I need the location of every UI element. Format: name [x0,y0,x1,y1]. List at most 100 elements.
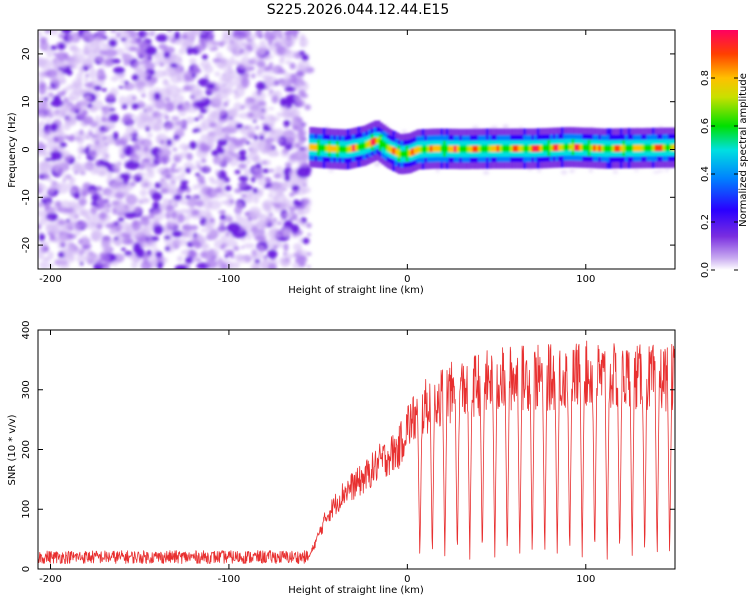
noise-speckle [233,138,244,147]
noise-speckle [45,111,55,118]
noise-speckle [211,149,220,157]
noise-speckle [139,111,150,117]
noise-speckle [224,150,231,158]
noise-speckle [90,201,97,206]
noise-speckle [101,42,109,50]
noise-speckle [282,212,291,218]
noise-speckle [229,261,241,269]
noise-speckle [219,214,227,220]
noise-speckle [199,108,208,114]
noise-speckle [259,214,271,224]
noise-speckle [96,223,103,230]
noise-speckle [275,128,283,134]
noise-speckle [198,113,204,120]
noise-speckle [165,122,179,130]
noise-speckle [164,97,171,102]
noise-speckle [301,186,311,194]
noise-speckle [189,84,201,97]
noise-speckle [179,197,186,205]
carrier-track-core [657,144,662,152]
noise-speckle [235,201,244,211]
noise-speckle [94,115,101,124]
noise-speckle [53,147,58,152]
noise-speckle [54,164,67,175]
snr-y-tick-label: 400 [21,320,32,339]
carrier-track-core [424,145,429,153]
noise-speckle [284,174,291,182]
snr-panel: -200 -100 0 100 0 100 200 300 400 Height of str… [7,320,676,596]
noise-speckle [294,260,300,263]
carrier-track-core [609,145,614,152]
noise-speckle [307,233,311,237]
noise-speckle [68,96,75,102]
noise-speckle [201,158,207,164]
noise-speckle [151,192,163,201]
noise-speckle [38,132,42,138]
noise-speckle [230,56,235,61]
noise-speckle [155,133,168,145]
noise-speckle [150,32,154,37]
noise-speckle [131,219,142,231]
noise-speckle [221,87,235,95]
snr-series-line [38,340,675,564]
noise-speckle [38,83,47,95]
noise-speckle [146,106,153,114]
noise-speckle [80,192,87,198]
noise-speckle [96,186,102,190]
noise-speckle [269,168,275,173]
carrier-track-core [456,145,461,153]
noise-speckle [285,60,292,65]
noise-speckle [195,68,201,73]
carrier-track-core [402,150,408,158]
signal-speckle [493,125,499,129]
noise-speckle [241,41,249,48]
noise-speckle [223,59,234,68]
carrier-track-core [601,145,606,152]
carrier-track-core [526,145,531,152]
noise-speckle [52,230,61,237]
noise-speckle [101,264,110,269]
noise-speckle [40,58,52,71]
noise-speckle [200,134,208,140]
carrier-track-core [381,141,386,148]
noise-speckle [204,209,212,220]
noise-speckle [180,180,189,185]
noise-speckle [156,156,164,164]
carrier-track-core [416,146,421,153]
noise-speckle [215,172,221,176]
noise-speckle [121,116,130,123]
carrier-track-core [670,144,675,151]
noise-speckle [267,39,273,46]
carrier-track-core [515,145,520,152]
noise-speckle [273,173,281,179]
noise-speckle [222,77,230,83]
noise-speckle [304,104,311,111]
noise-speckle [99,49,107,56]
noise-speckle [155,112,163,123]
noise-speckle [104,58,115,67]
carrier-track-core [349,145,354,152]
noise-speckle [298,261,306,268]
signal-speckle [652,171,660,174]
noise-speckle [124,212,137,219]
noise-speckle [226,222,241,234]
noise-speckle [271,95,279,104]
noise-speckle [246,159,251,165]
noise-speckle [38,217,48,226]
spectrogram-y-tick-label: 20 [21,48,32,61]
noise-speckle [131,103,140,110]
noise-speckle [127,82,134,89]
noise-speckle [147,55,152,61]
noise-speckle [264,86,269,90]
colorbar-tick-label: 0.6 [700,118,711,134]
noise-speckle [234,253,245,261]
carrier-track-core [627,144,633,152]
noise-speckle [43,130,50,141]
noise-speckle [101,88,107,92]
noise-speckle [132,95,136,101]
carrier-track-core [606,145,611,152]
noise-speckle [61,30,72,34]
noise-speckle [44,157,52,162]
noise-speckle [212,58,222,63]
noise-speckle [67,33,78,43]
